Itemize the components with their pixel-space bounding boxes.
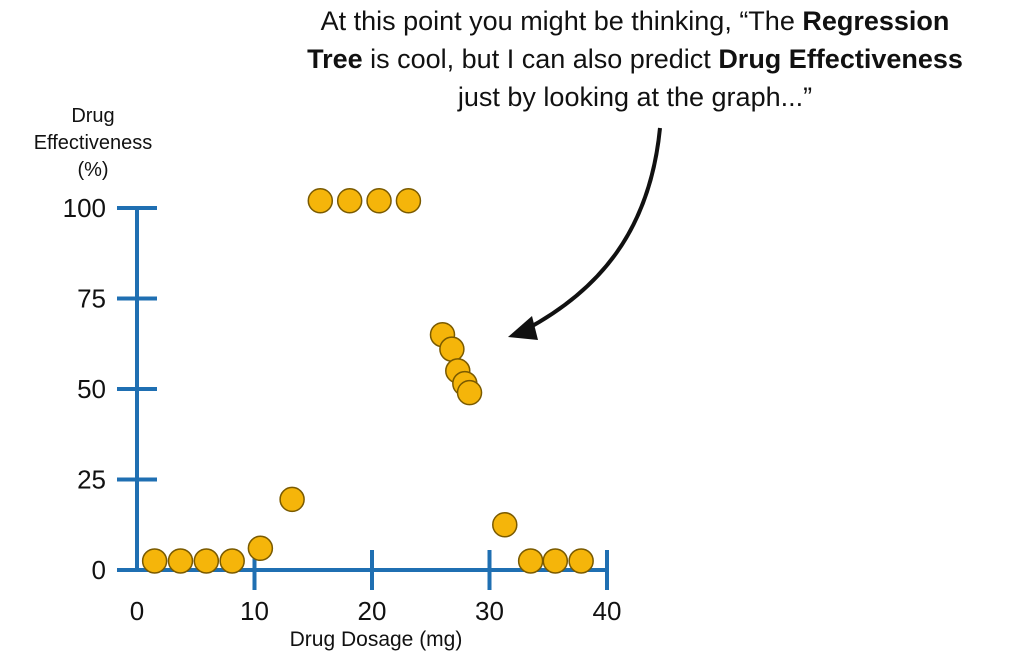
data-point: [307, 188, 334, 214]
data-point: [456, 379, 483, 406]
x-tick-label: 20: [358, 596, 387, 626]
y-axis-label: Drug Effectiveness (%): [34, 105, 153, 181]
data-point: [395, 188, 422, 214]
data-point: [542, 548, 569, 574]
data-point: [366, 188, 392, 214]
caption-bold-tree: Tree: [307, 44, 363, 74]
caption-text-2: is cool, but I can also predict: [362, 44, 719, 74]
x-axis-label: Drug Dosage (mg): [290, 628, 463, 651]
x-tick-label: 10: [240, 596, 269, 626]
caption: At this point you might be thinking, “Th…: [235, 2, 1025, 116]
annotation-arrow: [508, 127, 662, 340]
data-point: [219, 548, 245, 574]
data-point: [517, 548, 544, 574]
data-point: [439, 336, 465, 362]
caption-bold-drug-effectiveness: Drug Effectiveness: [718, 44, 963, 74]
y-tick-label: 100: [63, 193, 106, 223]
caption-text-1: At this point you might be thinking, “Th…: [320, 6, 803, 36]
caption-text-3: just by looking at the graph...”: [457, 82, 813, 112]
caption-bold-regression: Regression: [802, 6, 950, 36]
arrow-head: [508, 316, 538, 340]
y-axis-label-line: Drug: [71, 105, 114, 127]
arrow-shaft: [524, 127, 662, 332]
data-point: [336, 188, 363, 214]
y-tick-label: 0: [92, 555, 106, 585]
data-point: [568, 548, 594, 574]
y-tick-label: 75: [77, 284, 106, 314]
y-tick-label: 25: [77, 465, 106, 495]
y-tick-label: 50: [77, 374, 106, 404]
data-point: [279, 486, 305, 513]
data-point: [141, 548, 168, 574]
data-point: [167, 548, 194, 574]
y-axis-label-line: Effectiveness: [34, 132, 153, 154]
x-tick-label: 40: [593, 596, 622, 626]
x-tick-label: 30: [475, 596, 504, 626]
data-point: [193, 548, 220, 574]
y-axis-label-line: (%): [77, 159, 108, 181]
x-tick-label: 0: [130, 596, 144, 626]
axes: 0 25 50 75 100 0 10 20 30 40 Drug Dosage (mg): [63, 193, 622, 651]
data-point: [492, 512, 518, 538]
data-point: [247, 535, 274, 562]
data-points: [141, 188, 594, 574]
